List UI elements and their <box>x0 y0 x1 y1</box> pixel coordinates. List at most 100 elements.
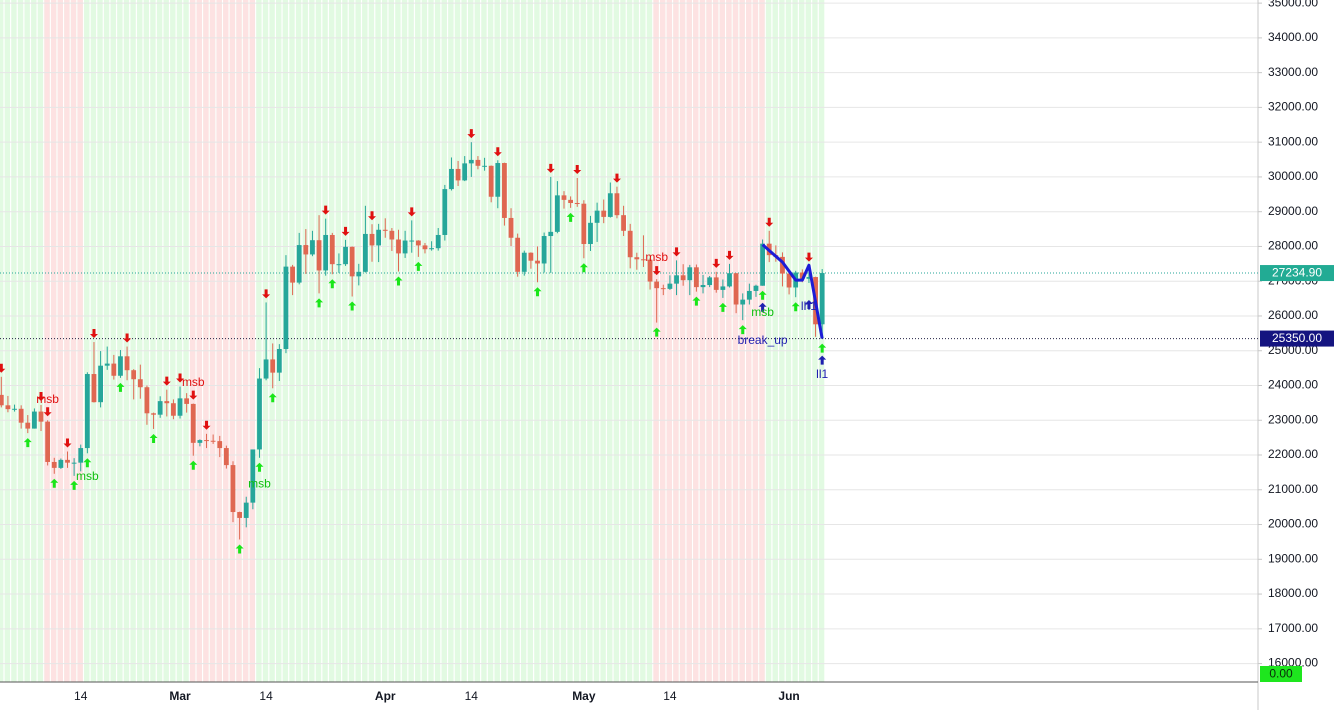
signal-arrow <box>566 212 575 222</box>
background-zone <box>11 0 17 682</box>
signal-arrow <box>176 373 185 383</box>
annotation: msb <box>645 250 668 264</box>
annotation: lh1 <box>801 299 817 313</box>
candle-body <box>521 252 527 272</box>
candle-body <box>568 199 574 204</box>
y-tick-label: 17000.00 <box>1268 621 1318 635</box>
y-tick-label: 23000.00 <box>1268 412 1318 426</box>
candle-body <box>197 440 203 443</box>
signal-arrow <box>818 355 827 365</box>
background-zone <box>699 0 706 682</box>
background-zone <box>189 0 196 682</box>
background-zone <box>587 0 593 682</box>
signal-arrow <box>818 343 827 353</box>
background-zone <box>501 0 507 682</box>
candle-body <box>502 163 507 218</box>
signal-arrow <box>692 296 701 306</box>
candle-body <box>402 240 408 254</box>
background-zone <box>196 0 203 682</box>
background-zone <box>481 0 487 682</box>
candle-body <box>151 413 156 415</box>
candle-body <box>118 356 123 376</box>
signal-arrow <box>255 462 264 472</box>
candle-body <box>753 285 759 291</box>
candle-body <box>700 285 706 288</box>
signal-arrow <box>718 302 727 312</box>
candle-body <box>296 245 302 283</box>
indicator-label-box <box>1260 666 1302 682</box>
background-zone <box>415 0 421 682</box>
background-zone <box>110 0 116 682</box>
candle-body <box>78 448 84 463</box>
signal-arrow <box>738 325 747 335</box>
candle-body <box>409 240 415 242</box>
background-zone <box>739 0 745 682</box>
zigzag-line <box>761 243 824 339</box>
y-tick-label: 29000.00 <box>1268 204 1318 218</box>
background-zone <box>302 0 308 682</box>
background-zone <box>24 0 30 682</box>
candle-body <box>124 356 130 371</box>
background-zone <box>560 0 567 682</box>
candle-body <box>694 267 699 288</box>
signal-arrow <box>725 250 734 260</box>
candle-body <box>32 411 37 429</box>
candle-body <box>184 398 190 404</box>
candle-body <box>799 272 805 279</box>
candle-body <box>641 259 646 261</box>
background-zone <box>520 0 527 682</box>
candle-body <box>654 281 660 289</box>
candle-body <box>541 236 547 264</box>
candle-body <box>250 449 256 503</box>
candle-body <box>310 240 315 255</box>
background-zone <box>209 0 216 682</box>
background-zone <box>799 0 805 682</box>
signal-arrow <box>414 261 423 271</box>
background-zone <box>487 0 494 682</box>
background-zone <box>567 0 573 682</box>
candle-body <box>323 234 329 271</box>
signal-arrow <box>162 376 171 386</box>
candle-body <box>71 462 77 464</box>
background-zone <box>44 0 50 682</box>
candle-body <box>276 348 282 373</box>
candle-body <box>217 441 223 449</box>
candle-body <box>535 260 540 264</box>
candle-body <box>667 283 673 289</box>
candle-body <box>0 394 4 406</box>
price-label: 27234.90 <box>1272 266 1322 280</box>
signal-arrow <box>37 391 46 401</box>
y-tick-label: 32000.00 <box>1268 100 1318 114</box>
background-zone <box>461 0 467 682</box>
background-zone <box>640 0 646 682</box>
candle-body <box>5 405 11 410</box>
candle-body <box>727 273 732 287</box>
background-zone <box>170 0 176 682</box>
candle-body <box>230 465 236 513</box>
background-zone <box>84 0 90 682</box>
background-zone <box>401 0 408 682</box>
y-tick-label: 21000.00 <box>1268 482 1318 496</box>
background-zone <box>289 0 295 682</box>
candle-body <box>98 365 103 403</box>
candle-body <box>687 267 693 281</box>
candle-body <box>376 229 382 246</box>
background-zone <box>600 0 606 682</box>
annotation: msb <box>36 392 59 406</box>
x-tick-label: Apr <box>375 689 396 703</box>
candle-body <box>51 461 57 468</box>
candle-body <box>581 203 587 245</box>
candle-body <box>157 401 163 415</box>
candle-body <box>733 273 739 305</box>
background-zone <box>362 0 368 682</box>
signal-arrow <box>791 302 800 312</box>
candle-body <box>455 168 461 181</box>
background-zone <box>17 0 24 682</box>
signal-arrow <box>765 217 774 227</box>
background-zone <box>77 0 83 682</box>
candle-body <box>164 401 170 404</box>
background-zone <box>368 0 375 682</box>
background-zone <box>64 0 70 682</box>
